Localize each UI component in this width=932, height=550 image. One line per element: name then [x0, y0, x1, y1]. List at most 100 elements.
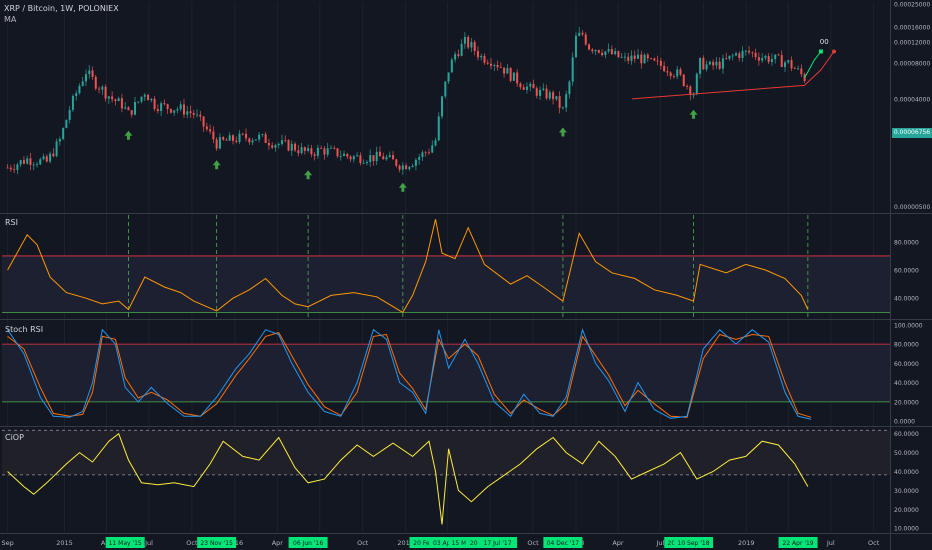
candle-body	[558, 96, 561, 108]
rsi-tick-label: 80.0000	[894, 239, 919, 246]
stoch-k-line	[7, 328, 812, 420]
x-axis-label: Jul	[826, 539, 835, 547]
projection-curve-marker	[832, 49, 837, 54]
date-tag-box	[105, 537, 145, 548]
candle-body	[62, 128, 65, 140]
candle-body	[623, 56, 626, 58]
ciop-tick-label: 50.0000	[894, 450, 919, 457]
rsi-line	[7, 219, 809, 314]
candle-body	[571, 57, 574, 82]
candle-body	[444, 81, 447, 97]
candle-body	[757, 57, 760, 61]
candle-body	[176, 109, 179, 111]
candle-body	[669, 72, 672, 77]
candle-body	[300, 147, 303, 154]
candle-body	[588, 44, 591, 50]
candle-body	[166, 104, 169, 109]
candle-body	[535, 88, 538, 96]
candle-body	[770, 59, 773, 62]
candle-body	[372, 155, 375, 162]
candle-body	[627, 56, 630, 61]
candle-body	[294, 143, 297, 151]
date-tag-box	[288, 537, 328, 548]
candle-body	[98, 88, 101, 90]
x-axis-label: Jul	[144, 539, 153, 547]
candle-body	[39, 159, 42, 165]
ciop-tick-label: 40.0000	[894, 469, 919, 476]
candle-body	[84, 74, 87, 82]
candle-body	[150, 98, 153, 101]
candle-body	[718, 61, 721, 69]
candle-body	[699, 57, 702, 74]
ciop-tick-label: 10.0000	[894, 526, 919, 533]
projection-up-marker	[818, 49, 823, 54]
candle-body	[767, 56, 770, 62]
candle-body	[797, 68, 800, 70]
price-tick-label: 0.00025000	[894, 2, 930, 9]
candle-body	[114, 99, 117, 102]
rsi-band-fill	[2, 255, 890, 313]
buy-signal-arrow	[689, 109, 698, 119]
candle-body	[173, 110, 176, 113]
candle-body	[702, 57, 705, 70]
candle-body	[274, 144, 277, 148]
candle-body	[633, 55, 636, 59]
candle-body	[584, 34, 587, 45]
x-axis-label: Sep	[1, 539, 13, 547]
ciop-tick-label: 60.0000	[894, 431, 919, 438]
candle-body	[101, 86, 104, 90]
candle-body	[437, 116, 440, 141]
candle-body	[620, 56, 623, 58]
candle-body	[117, 98, 120, 102]
candle-body	[153, 98, 156, 110]
buy-signal-arrow	[212, 160, 221, 170]
candle-body	[261, 134, 264, 136]
candle-body	[516, 72, 519, 84]
candle-body	[519, 83, 522, 88]
candle-body	[689, 86, 692, 96]
candle-body	[9, 167, 12, 170]
candle-body	[182, 104, 185, 115]
candle-body	[646, 54, 649, 59]
candle-body	[75, 93, 78, 97]
candle-body	[385, 157, 388, 160]
rsi-tick-label: 60.0000	[894, 268, 919, 275]
candle-body	[290, 143, 293, 151]
candle-body	[800, 68, 803, 75]
candle-body	[480, 55, 483, 58]
candle-body	[356, 155, 359, 157]
date-tag-label: 20 Feb '17	[413, 540, 445, 547]
stoch-rsi-tick-label: 20.0000	[894, 399, 919, 406]
candle-body	[509, 68, 512, 81]
candle-body	[218, 137, 221, 149]
candle-body	[512, 72, 515, 81]
candle-body	[764, 56, 767, 59]
candle-body	[42, 156, 45, 160]
date-tag-box	[543, 537, 583, 548]
candle-body	[336, 148, 339, 157]
candle-body	[65, 119, 68, 129]
candle-body	[212, 131, 215, 140]
candle-body	[473, 42, 476, 51]
candle-body	[656, 60, 659, 62]
candle-body	[369, 155, 372, 162]
candle-body	[241, 133, 244, 135]
candle-body	[601, 52, 604, 56]
ciop-pane-label[interactable]: CiOP	[5, 433, 24, 442]
candle-body	[607, 49, 610, 52]
stoch-rsi-tick-label: 40.0000	[894, 380, 919, 387]
candle-body	[715, 61, 718, 66]
candle-body	[653, 58, 656, 61]
indicator-label[interactable]: MA	[4, 15, 17, 24]
candle-body	[663, 65, 666, 72]
candle-body	[630, 55, 633, 61]
candle-body	[574, 35, 577, 58]
rsi-pane-label[interactable]: RSI	[5, 218, 18, 227]
stoch-rsi-tick-label: 100.0000	[894, 322, 923, 329]
candle-body	[525, 86, 528, 90]
candle-body	[88, 70, 91, 75]
candle-body	[476, 50, 479, 58]
stoch-rsi-pane-label[interactable]: Stoch RSI	[5, 325, 44, 334]
candle-body	[147, 94, 150, 101]
